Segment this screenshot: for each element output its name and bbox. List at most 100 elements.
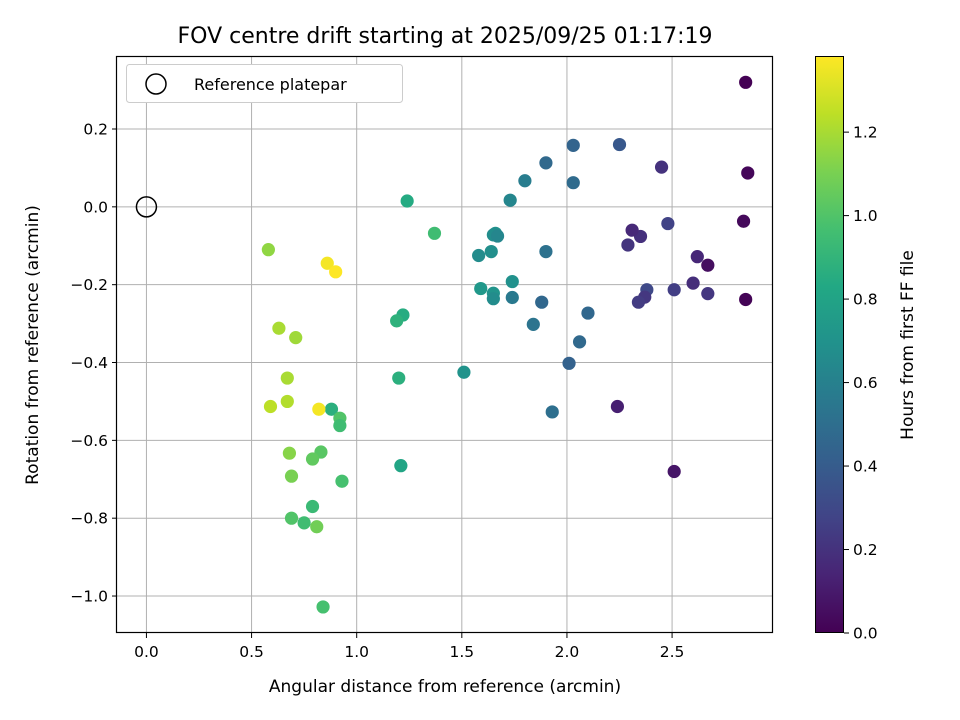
data-point — [621, 238, 635, 252]
x-tick-label: 1.0 — [344, 643, 369, 661]
legend-label: Reference platepar — [194, 75, 347, 94]
colorbar-tick-label: 0.6 — [853, 374, 878, 392]
data-point — [701, 287, 715, 301]
data-point — [335, 474, 349, 488]
data-point — [305, 452, 320, 466]
data-point — [739, 75, 753, 89]
data-point — [539, 244, 553, 259]
data-point — [392, 371, 406, 385]
data-point — [667, 464, 681, 479]
data-point — [320, 256, 334, 270]
x-axis-label: Angular distance from reference (arcmin) — [269, 677, 621, 697]
data-point — [566, 176, 580, 190]
data-point — [686, 276, 700, 290]
y-tick-label: −0.8 — [70, 510, 108, 528]
colorbar-tick-label: 1.0 — [853, 207, 878, 225]
data-point — [572, 335, 587, 349]
x-tick-label: 2.5 — [660, 643, 685, 661]
y-tick-label: −1.0 — [70, 588, 108, 606]
chart-title: FOV centre drift starting at 2025/09/25 … — [178, 24, 713, 49]
data-point — [457, 365, 471, 379]
data-point — [282, 446, 297, 460]
legend-reference-marker — [145, 73, 167, 95]
data-point — [312, 402, 326, 416]
data-point — [503, 193, 517, 207]
data-point — [316, 600, 330, 614]
data-point — [566, 138, 580, 152]
data-point — [284, 469, 299, 483]
plot-frame — [115, 55, 774, 634]
data-point — [562, 356, 576, 370]
data-point — [263, 399, 278, 414]
colorbar-tick-label: 0.2 — [853, 541, 878, 559]
data-point — [486, 292, 500, 306]
data-point — [390, 314, 404, 328]
colorbar-label: Hours from first FF file — [898, 250, 918, 440]
data-point — [284, 511, 299, 525]
data-point — [261, 243, 275, 257]
y-tick-label: −0.2 — [70, 276, 108, 294]
x-axis-ticks: 0.0 0.5 1.0 1.5 2.0 2.5 — [134, 633, 684, 661]
data-point — [505, 290, 519, 305]
y-tick-label: 0.2 — [83, 121, 108, 139]
data-point — [667, 283, 681, 297]
y-tick-label: 0.0 — [83, 198, 108, 216]
data-point — [427, 226, 442, 240]
data-point — [661, 216, 675, 231]
y-tick-label: −0.4 — [70, 354, 108, 372]
data-point — [612, 137, 627, 152]
data-point — [324, 402, 339, 416]
data-point — [518, 174, 532, 188]
data-point — [484, 244, 498, 259]
legend-box — [126, 64, 403, 103]
colorbar-gradient — [815, 56, 844, 633]
data-point — [329, 265, 343, 279]
legend: Reference platepar — [126, 64, 403, 103]
data-point — [305, 499, 320, 514]
data-point — [581, 306, 595, 320]
data-point — [535, 295, 549, 309]
x-tick-label: 1.5 — [449, 643, 474, 661]
data-point — [539, 156, 553, 170]
data-point — [472, 248, 486, 263]
data-point — [701, 258, 715, 272]
colorbar-ticks: 0.0 0.2 0.4 0.6 0.8 1.0 1.2 — [844, 124, 878, 643]
data-point — [474, 281, 488, 296]
reference-marker — [135, 196, 158, 218]
colorbar-tick-label: 1.2 — [853, 124, 878, 142]
data-point — [272, 321, 286, 335]
x-tick-label: 0.0 — [134, 643, 159, 661]
data-point — [310, 520, 324, 534]
data-point — [654, 160, 669, 174]
data-point — [289, 331, 303, 345]
colorbar: 0.0 0.2 0.4 0.6 0.8 1.0 1.2 Hours from first F… — [815, 56, 918, 643]
data-point — [526, 317, 540, 331]
scatter-points — [261, 75, 755, 614]
x-tick-label: 2.0 — [555, 643, 580, 661]
data-point — [394, 459, 408, 473]
data-point — [280, 371, 294, 385]
data-point — [741, 166, 755, 180]
data-point — [690, 250, 704, 264]
data-point — [736, 214, 751, 228]
data-point — [625, 223, 639, 237]
data-point — [739, 292, 753, 307]
data-point — [333, 418, 347, 433]
colorbar-tick-label: 0.8 — [853, 291, 878, 309]
data-point — [490, 229, 505, 243]
reference-marker-group — [135, 196, 158, 218]
colorbar-tick-label: 0.4 — [853, 458, 878, 476]
x-tick-label: 0.5 — [239, 643, 264, 661]
data-point — [631, 295, 646, 309]
data-point — [545, 405, 559, 419]
y-axis-ticks: 0.2 0.0 −0.2 −0.4 −0.6 −0.8 −1.0 — [70, 121, 117, 606]
grid-lines — [117, 57, 773, 633]
colorbar-tick-label: 0.0 — [853, 625, 878, 643]
data-point — [297, 516, 311, 530]
y-tick-label: −0.6 — [70, 432, 108, 450]
data-point — [280, 394, 294, 409]
data-point — [400, 194, 414, 208]
y-axis-label: Rotation from reference (arcmin) — [23, 205, 43, 485]
data-point — [505, 274, 519, 289]
